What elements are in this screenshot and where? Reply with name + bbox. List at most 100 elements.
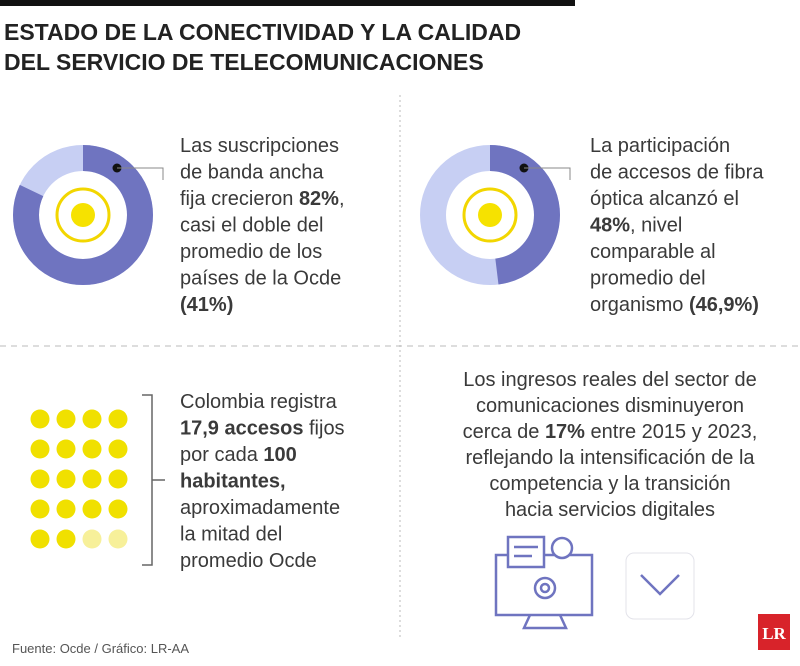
bold-text: 82% — [299, 188, 339, 210]
dot — [30, 529, 50, 549]
text: competencia y la transición — [489, 473, 730, 495]
bold-text: 17% — [545, 421, 585, 443]
dot — [108, 439, 128, 459]
body-line: comparable al — [590, 241, 716, 263]
text: entre 2015 y 2023, — [585, 421, 757, 443]
body-line: comunicaciones disminuyeron — [476, 395, 744, 417]
text: promedio del — [590, 268, 706, 290]
body-line: fija crecieron 82%, — [180, 188, 345, 210]
source: Fuente: Ocde / Gráfico: LR-AA — [12, 641, 189, 656]
text: promedio Ocde — [180, 550, 317, 572]
dot — [30, 439, 50, 459]
dot — [56, 499, 76, 519]
dot — [30, 469, 50, 489]
body-line: 48%, nivel — [590, 215, 682, 237]
bold-text: 48% — [590, 215, 630, 237]
body-line: Los ingresos reales del sector de — [463, 369, 757, 391]
dot — [108, 469, 128, 489]
leader-line — [524, 167, 571, 180]
dot — [108, 409, 128, 429]
title-line: ESTADO DE LA CONECTIVIDAD Y LA CALIDAD — [4, 19, 521, 45]
chevron-button[interactable] — [625, 552, 695, 620]
dot — [56, 529, 76, 549]
dot — [56, 469, 76, 489]
text: aproximadamente — [180, 497, 340, 519]
text: de accesos de fibra — [590, 162, 764, 184]
text: por cada — [180, 444, 263, 466]
body-line: de accesos de fibra — [590, 162, 764, 184]
bold-text: (41%) — [180, 294, 233, 316]
body-line: 17,9 accesos fijos — [180, 418, 345, 440]
dot — [82, 529, 102, 549]
body-line: casi el doble del — [180, 215, 323, 237]
donut-icon — [462, 187, 518, 243]
body-line: promedio de los — [180, 241, 322, 263]
donut-value — [13, 145, 153, 285]
text: hacia servicios digitales — [505, 499, 715, 521]
text: promedio de los — [180, 241, 322, 263]
text: óptica alcanzó el — [590, 188, 739, 210]
bold-text: habitantes, — [180, 471, 286, 493]
dot — [56, 409, 76, 429]
body-line: competencia y la transición — [489, 473, 730, 495]
body-line: La participación — [590, 135, 730, 157]
body-line: hacia servicios digitales — [505, 499, 715, 521]
body-line: reflejando la intensificación de la — [465, 447, 755, 469]
body-line: países de la Ocde — [180, 268, 341, 290]
bold-text: 100 — [263, 444, 296, 466]
bold-text: 17,9 accesos — [180, 418, 303, 440]
chevron — [640, 574, 680, 596]
text: fijos — [303, 418, 344, 440]
body-line: la mitad del — [180, 524, 282, 546]
body-line: promedio del — [590, 268, 706, 290]
text: países de la Ocde — [180, 268, 341, 290]
text: Los ingresos reales del sector de — [463, 369, 757, 391]
bold-text: (46,9%) — [689, 294, 759, 316]
donut-icon — [478, 203, 502, 227]
text: , — [339, 188, 345, 210]
text: La participación — [590, 135, 730, 157]
dot — [30, 409, 50, 429]
text: Colombia registra — [180, 391, 338, 413]
computer-icon — [494, 535, 594, 630]
text: Las suscripciones — [180, 135, 339, 157]
top-bar — [0, 0, 575, 6]
dot-grid — [30, 409, 128, 549]
dot — [30, 499, 50, 519]
dot — [82, 409, 102, 429]
text: reflejando la intensificación de la — [465, 447, 755, 469]
text: comparable al — [590, 241, 716, 263]
donut-icon — [71, 203, 95, 227]
text: cerca de — [463, 421, 545, 443]
text: casi el doble del — [180, 215, 323, 237]
title-line: DEL SERVICIO DE TELECOMUNICACIONES — [4, 49, 484, 75]
dot — [108, 499, 128, 519]
text: de banda ancha — [180, 162, 324, 184]
donut-value — [420, 145, 560, 285]
body-line: Las suscripciones — [180, 135, 339, 157]
text: fija crecieron — [180, 188, 299, 210]
bracket — [142, 394, 165, 566]
dot — [82, 469, 102, 489]
body-line: habitantes, — [180, 471, 286, 493]
body-line: organismo (46,9%) — [590, 294, 759, 316]
dot — [56, 439, 76, 459]
dot — [108, 529, 128, 549]
body-line: Colombia registra — [180, 391, 338, 413]
body-line: por cada 100 — [180, 444, 297, 466]
text: comunicaciones disminuyeron — [476, 395, 744, 417]
donut-icon — [55, 187, 111, 243]
text: , nivel — [630, 215, 682, 237]
body-line: promedio Ocde — [180, 550, 317, 572]
text: la mitad del — [180, 524, 282, 546]
body-line: aproximadamente — [180, 497, 340, 519]
logo: LR — [762, 624, 786, 643]
leader-line — [117, 167, 164, 180]
body-line: cerca de 17% entre 2015 y 2023, — [463, 421, 758, 443]
text: organismo — [590, 294, 689, 316]
logo-box — [758, 614, 790, 650]
body-line: de banda ancha — [180, 162, 324, 184]
dot — [82, 439, 102, 459]
body-line: óptica alcanzó el — [590, 188, 739, 210]
